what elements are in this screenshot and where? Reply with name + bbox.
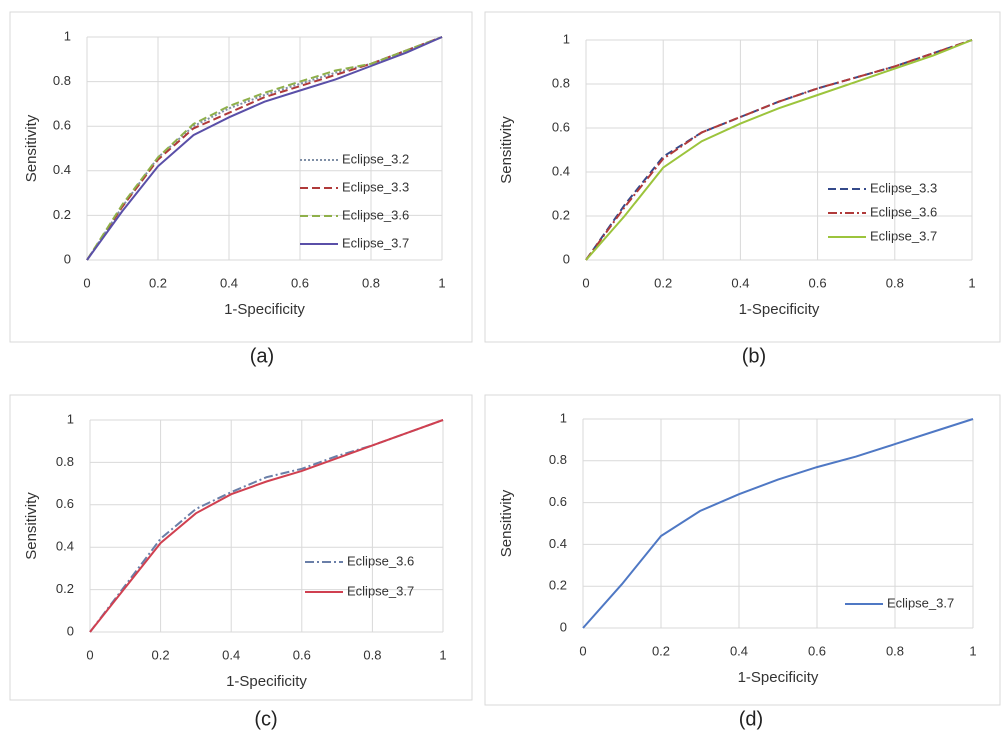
legend-label: Eclipse_3.7 bbox=[887, 595, 954, 610]
series-line bbox=[585, 39, 973, 261]
legend-label: Eclipse_3.6 bbox=[342, 207, 409, 222]
series-line bbox=[86, 36, 443, 261]
x-tick-label: 0.4 bbox=[220, 275, 238, 290]
caption: (c) bbox=[254, 708, 277, 730]
series-line bbox=[86, 36, 443, 261]
y-tick-label: 0 bbox=[563, 251, 570, 266]
y-tick-label: 1 bbox=[563, 31, 570, 46]
legend-label: Eclipse_3.7 bbox=[342, 235, 409, 250]
legend-label: Eclipse_3.6 bbox=[870, 204, 937, 219]
x-tick-label: 0.2 bbox=[652, 643, 670, 658]
x-tick-label: 0.8 bbox=[886, 275, 904, 290]
legend-label: Eclipse_3.3 bbox=[342, 179, 409, 194]
y-tick-label: 0.8 bbox=[53, 73, 71, 88]
y-tick-label: 1 bbox=[64, 28, 71, 43]
y-tick-label: 0.6 bbox=[53, 118, 71, 133]
y-tick-label: 0 bbox=[64, 251, 71, 266]
panel-border bbox=[9, 11, 473, 343]
y-axis-label: Sensitivity bbox=[23, 114, 40, 182]
series-line bbox=[86, 36, 443, 261]
caption: (d) bbox=[739, 708, 763, 730]
x-tick-label: 0.6 bbox=[293, 647, 311, 662]
x-tick-label: 0.6 bbox=[809, 275, 827, 290]
y-tick-label: 0.2 bbox=[552, 207, 570, 222]
y-axis-label: Sensitivity bbox=[498, 489, 515, 557]
y-axis-label: Sensitivity bbox=[23, 492, 40, 560]
x-tick-label: 0.6 bbox=[808, 643, 826, 658]
y-tick-label: 0.8 bbox=[549, 452, 567, 467]
x-axis-label: 1-Specificity bbox=[226, 673, 307, 690]
legend-label: Eclipse_3.3 bbox=[870, 180, 937, 195]
x-tick-label: 0.8 bbox=[362, 275, 380, 290]
x-tick-label: 1 bbox=[438, 275, 445, 290]
series-line bbox=[582, 418, 974, 629]
series-line bbox=[585, 39, 973, 261]
x-tick-label: 1 bbox=[968, 275, 975, 290]
x-tick-label: 0.4 bbox=[222, 647, 240, 662]
caption: (a) bbox=[250, 345, 274, 367]
y-tick-label: 0 bbox=[560, 619, 567, 634]
y-tick-label: 0.2 bbox=[549, 578, 567, 593]
x-tick-label: 0 bbox=[83, 275, 90, 290]
x-tick-label: 0.8 bbox=[886, 643, 904, 658]
x-tick-label: 1 bbox=[969, 643, 976, 658]
x-tick-label: 0 bbox=[86, 647, 93, 662]
x-tick-label: 0.8 bbox=[363, 647, 381, 662]
panel-border bbox=[9, 394, 473, 701]
legend-label: Eclipse_3.7 bbox=[347, 583, 414, 598]
series-line bbox=[89, 419, 444, 633]
panel-border bbox=[484, 11, 1001, 343]
x-tick-label: 0.2 bbox=[654, 275, 672, 290]
y-tick-label: 0.2 bbox=[56, 581, 74, 596]
y-axis-label: Sensitivity bbox=[498, 116, 515, 184]
x-axis-label: 1-Specificity bbox=[224, 301, 305, 318]
series-line bbox=[585, 39, 973, 261]
y-tick-label: 0.8 bbox=[56, 454, 74, 469]
series-line bbox=[86, 36, 443, 261]
y-tick-label: 0.4 bbox=[53, 162, 71, 177]
y-tick-label: 1 bbox=[560, 410, 567, 425]
x-tick-label: 0 bbox=[579, 643, 586, 658]
x-axis-label: 1-Specificity bbox=[739, 301, 820, 318]
x-tick-label: 0.6 bbox=[291, 275, 309, 290]
legend-label: Eclipse_3.2 bbox=[342, 151, 409, 166]
y-tick-label: 1 bbox=[67, 411, 74, 426]
x-tick-label: 0.4 bbox=[730, 643, 748, 658]
x-tick-label: 0.2 bbox=[149, 275, 167, 290]
legend-label: Eclipse_3.6 bbox=[347, 553, 414, 568]
x-tick-label: 0.4 bbox=[731, 275, 749, 290]
x-tick-label: 0.2 bbox=[152, 647, 170, 662]
y-tick-label: 0.4 bbox=[56, 539, 74, 554]
x-tick-label: 0 bbox=[582, 275, 589, 290]
x-axis-label: 1-Specificity bbox=[738, 669, 819, 686]
y-tick-label: 0.6 bbox=[549, 494, 567, 509]
y-tick-label: 0.8 bbox=[552, 75, 570, 90]
y-tick-label: 0.4 bbox=[552, 163, 570, 178]
legend-label: Eclipse_3.7 bbox=[870, 228, 937, 243]
y-tick-label: 0 bbox=[67, 623, 74, 638]
y-tick-label: 0.6 bbox=[56, 496, 74, 511]
y-tick-label: 0.4 bbox=[549, 536, 567, 551]
y-tick-label: 0.2 bbox=[53, 207, 71, 222]
series-line bbox=[89, 419, 444, 633]
caption: (b) bbox=[742, 345, 766, 367]
panel-border bbox=[484, 394, 1001, 706]
x-tick-label: 1 bbox=[439, 647, 446, 662]
y-tick-label: 0.6 bbox=[552, 119, 570, 134]
